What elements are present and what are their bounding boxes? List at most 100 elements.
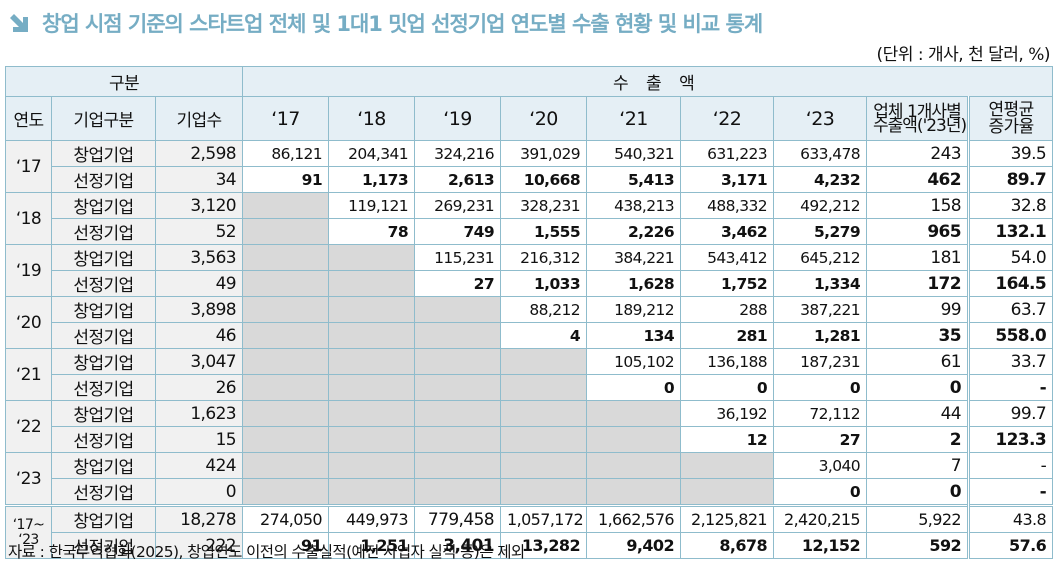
company-type-cell: 선정기업 <box>51 322 156 349</box>
table-row: 선정기업 46 4 134 281 1,281 35 558.0 <box>6 322 1054 349</box>
export-value-cell: 105,102 <box>586 348 682 375</box>
export-value-cell: 1,752 <box>680 270 775 297</box>
empty-cell <box>328 400 416 427</box>
company-count-cell: 3,047 <box>154 348 244 375</box>
export-value-cell: 540,321 <box>586 140 682 167</box>
company-type-cell: 선정기업 <box>51 532 156 559</box>
empty-cell <box>586 478 682 506</box>
empty-cell <box>414 478 502 506</box>
export-value-cell: 449,973 <box>328 504 416 533</box>
per-company-cell: 61 <box>866 348 970 375</box>
export-value-cell: 216,312 <box>500 244 588 271</box>
export-value-cell: 384,221 <box>586 244 682 271</box>
export-value-cell: 631,223 <box>680 140 775 167</box>
export-stats-table: 구분 수 출 액 연도 기업구분 기업수 ‘17 ‘18 ‘19 ‘20 ‘21… <box>4 66 1054 559</box>
per-company-cell: 462 <box>866 166 970 193</box>
export-value-cell: 115,231 <box>414 244 502 271</box>
per-company-cell: 592 <box>866 532 970 559</box>
empty-cell <box>328 348 416 375</box>
company-count-cell: 3,120 <box>154 192 244 219</box>
per-company-cell: 0 <box>866 478 970 506</box>
per-company-cell: 158 <box>866 192 970 219</box>
company-count-cell: 3,898 <box>154 296 244 323</box>
empty-cell <box>328 322 416 349</box>
header-2023: ‘23 <box>773 96 868 141</box>
export-value-cell: 10,668 <box>500 166 588 193</box>
per-company-cell: 181 <box>866 244 970 271</box>
year-range-end: ‘23 <box>18 531 39 548</box>
export-value-cell: 3,171 <box>680 166 775 193</box>
export-value-cell: 645,212 <box>773 244 868 271</box>
empty-cell <box>328 296 416 323</box>
year-cell: ‘19 <box>5 244 52 297</box>
year-cell: ‘21 <box>5 348 52 401</box>
export-value-cell: 8,678 <box>680 532 775 559</box>
company-count-cell: 424 <box>154 452 244 479</box>
empty-cell <box>242 192 330 219</box>
empty-cell <box>414 322 502 349</box>
company-type-cell: 선정기업 <box>51 374 156 401</box>
table-row: ‘23 창업기업 424 3,040 7- <box>5 452 1054 506</box>
empty-cell <box>242 270 330 297</box>
export-value-cell: 1,033 <box>500 270 588 297</box>
year-range-start: ‘17~ <box>12 516 45 533</box>
table-row: ‘18 창업기업 3,120 119,121 269,231 328,231 438,213… <box>5 192 1054 245</box>
export-value-cell: 1,173 <box>328 166 416 193</box>
growth-rate-cell: - <box>967 374 1054 401</box>
export-value-cell: 2,226 <box>586 218 682 245</box>
export-value-cell: 1,662,576 <box>586 504 682 533</box>
export-value-cell: 9,402 <box>586 532 682 559</box>
header-2020: ‘20 <box>500 96 588 141</box>
empty-cell <box>328 270 416 297</box>
table-row: ‘20 창업기업 3,898 88,212 189,212 288 387,221 99 63.… <box>5 296 1054 349</box>
export-value-cell: 779,458 <box>414 504 502 533</box>
export-value-cell: 91 <box>242 166 330 193</box>
export-value-cell: 1,628 <box>586 270 682 297</box>
per-company-cell: 0 <box>866 374 970 401</box>
empty-cell <box>500 426 588 453</box>
per-company-cell: 35 <box>866 322 970 349</box>
export-value-cell: 4,232 <box>773 166 868 193</box>
company-type-cell: 창업기업 <box>51 400 156 427</box>
export-value-cell: 324,216 <box>414 140 502 167</box>
export-value-cell: 1,334 <box>773 270 868 297</box>
export-value-cell: 189,212 <box>586 296 682 323</box>
empty-cell <box>242 244 330 271</box>
company-type-cell: 선정기업 <box>51 166 156 193</box>
growth-rate-cell: 43.8 <box>967 504 1054 533</box>
header-2019: ‘19 <box>414 96 502 141</box>
header-growth-rate: 연평균 증가율 <box>967 96 1054 141</box>
empty-cell <box>680 478 775 506</box>
export-value-cell: 269,231 <box>414 192 502 219</box>
export-value-cell: 1,281 <box>773 322 868 349</box>
per-company-cell: 2 <box>866 426 970 453</box>
export-value-cell: 3,462 <box>680 218 775 245</box>
growth-rate-cell: 32.8 <box>967 192 1054 219</box>
company-count-cell: 3,563 <box>154 244 244 271</box>
growth-rate-cell: 39.5 <box>967 140 1054 167</box>
year-cell: ‘17 <box>5 140 52 193</box>
title-text: 창업 시점 기준의 스타트업 전체 및 1대1 밋업 선정기업 연도별 수출 현… <box>42 12 763 36</box>
company-type-cell: 선정기업 <box>51 426 156 453</box>
export-value-cell: 543,412 <box>680 244 775 271</box>
export-value-cell: 328,231 <box>500 192 588 219</box>
empty-cell <box>586 400 682 427</box>
export-value-cell: 2,420,215 <box>773 504 868 533</box>
empty-cell <box>680 452 775 479</box>
export-value-cell: 36,192 <box>680 400 775 427</box>
header-company-count: 기업수 <box>154 96 244 141</box>
export-value-cell: 0 <box>586 374 682 401</box>
table-row: 선정기업 0 0 0- <box>6 478 1054 506</box>
company-type-cell: 창업기업 <box>51 296 156 323</box>
export-value-cell: 1,057,172 <box>500 504 588 533</box>
table-row: ‘19 창업기업 3,563 115,231 216,312 384,221 543,412… <box>5 244 1054 297</box>
export-value-cell: 88,212 <box>500 296 588 323</box>
company-count-cell: 49 <box>154 270 244 297</box>
header-company-type: 기업구분 <box>51 96 156 141</box>
export-value-cell: 4 <box>500 322 588 349</box>
growth-rate-cell: 123.3 <box>967 426 1054 453</box>
export-value-cell: 0 <box>680 374 775 401</box>
company-count-cell: 15 <box>154 426 244 453</box>
export-value-cell: 3,040 <box>773 452 868 479</box>
per-company-cell: 7 <box>866 452 970 479</box>
